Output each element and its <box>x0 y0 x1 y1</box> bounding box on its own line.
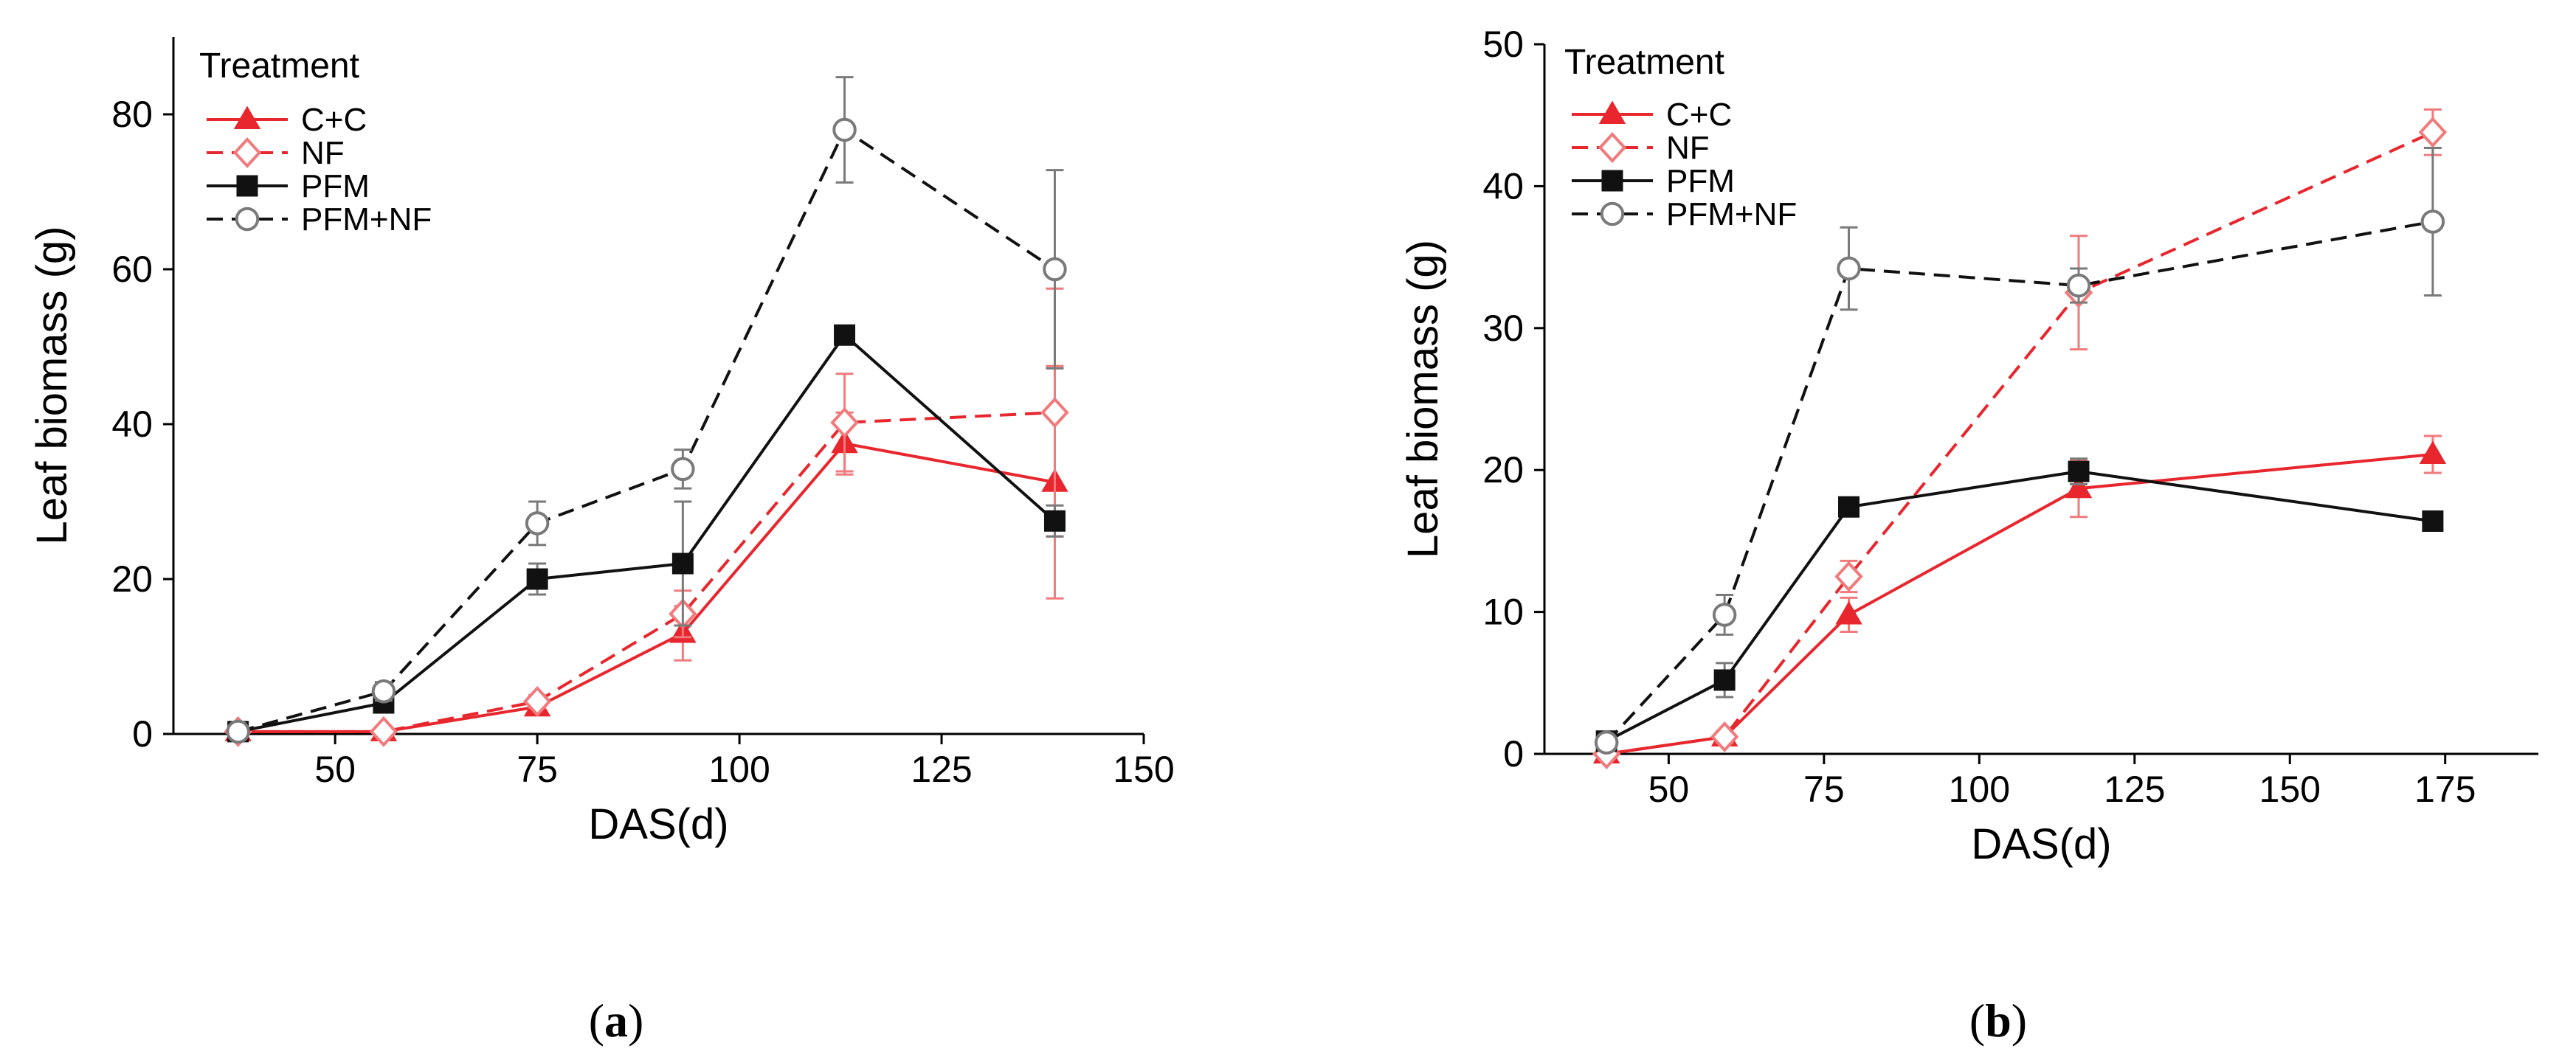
legend-swatch-marker <box>1598 132 1627 163</box>
y-tick-label: 0 <box>1503 733 1524 775</box>
series-c-plus-c <box>1592 434 2447 763</box>
series-pfm-plus-nf <box>226 76 1067 744</box>
data-point <box>2420 209 2445 234</box>
legend-swatch-marker <box>232 137 262 168</box>
legend-entry-label: PFM+NF <box>1666 196 1797 232</box>
data-point <box>2418 117 2448 148</box>
series-line <box>238 442 1055 733</box>
data-point <box>2419 440 2447 465</box>
x-tick-label: 125 <box>911 749 972 790</box>
data-point <box>1710 721 1739 752</box>
legend-swatch-marker <box>1600 201 1625 226</box>
chart-panel-b: 0 10 20 30 40 50 50 75 100 125 150 175 DAS(d) Leaf bi… <box>1399 24 2538 868</box>
legend-swatch-marker <box>236 175 258 197</box>
data-point <box>1835 600 1862 625</box>
x-axis-title: DAS(d) <box>588 800 728 848</box>
data-point <box>1043 510 1066 532</box>
data-point <box>832 117 857 142</box>
y-tick-label: 30 <box>1482 308 1524 349</box>
legend-title: Treatment <box>1564 43 1724 82</box>
y-tick-label: 10 <box>1482 592 1524 633</box>
data-point <box>526 568 548 590</box>
data-point <box>1837 256 1861 281</box>
x-axis-title: DAS(d) <box>1971 820 2111 868</box>
series-line <box>238 333 1056 733</box>
legend-entry-label: C+C <box>1666 97 1732 133</box>
legend-entry-label: NF <box>301 135 345 171</box>
y-axis-title: Leaf biomass (g) <box>1399 240 1447 558</box>
x-tick-label: 100 <box>1949 769 2010 810</box>
x-tick-label: 175 <box>2414 769 2476 810</box>
data-point <box>671 552 694 575</box>
series-line <box>1606 453 2434 755</box>
data-point <box>1712 603 1737 627</box>
series-line <box>238 411 1055 733</box>
series-line <box>1605 220 2434 744</box>
data-point <box>1594 730 1619 755</box>
data-point <box>2422 510 2444 532</box>
x-tick-label: 75 <box>1803 769 1845 810</box>
legend-entry-label: PFM+NF <box>301 201 432 238</box>
series-pfm-plus-nf <box>1594 146 2445 755</box>
legend-entry-label: C+C <box>301 102 367 138</box>
y-tick-label: 0 <box>132 713 153 755</box>
y-tick-label: 20 <box>111 558 153 600</box>
legend-swatch-marker <box>233 105 261 129</box>
legend-swatch-marker <box>1601 170 1623 192</box>
data-point <box>2068 460 2090 482</box>
x-tick-label: 75 <box>517 749 558 790</box>
legend-swatch-marker <box>1598 100 1626 124</box>
x-tick-label: 100 <box>708 749 770 790</box>
panel-label-b: (b) <box>1969 994 2027 1047</box>
x-tick-label: 150 <box>2259 769 2321 810</box>
panel-label-a: (a) <box>589 994 644 1047</box>
x-tick-label: 150 <box>1113 749 1174 790</box>
x-tick-label: 50 <box>1648 769 1690 810</box>
data-point <box>1043 257 1067 282</box>
chart-panel-a: 0 20 40 60 80 50 75 100 125 150 DAS(d) Leaf biomass… <box>28 37 1175 848</box>
series-pfm <box>227 324 1066 743</box>
data-point <box>522 685 552 717</box>
series-c-plus-c <box>224 364 1068 741</box>
data-point <box>671 457 695 482</box>
y-tick-label: 40 <box>1482 165 1524 207</box>
x-tick-label: 125 <box>2104 769 2165 810</box>
series-nf <box>224 287 1069 747</box>
data-point <box>1838 496 1860 518</box>
data-point <box>834 324 856 346</box>
legend-entry-label: NF <box>1666 130 1710 166</box>
data-point <box>1713 669 1736 691</box>
data-point <box>2065 474 2093 499</box>
data-point <box>226 719 250 744</box>
x-tick-label: 50 <box>314 749 356 790</box>
y-axis-title: Leaf biomass (g) <box>28 226 76 545</box>
y-tick-label: 40 <box>111 403 153 445</box>
y-tick-label: 80 <box>111 94 153 135</box>
data-point <box>1834 561 1863 592</box>
data-point <box>830 406 859 438</box>
y-tick-label: 60 <box>111 249 153 290</box>
y-tick-label: 20 <box>1482 449 1524 491</box>
legend-entry-label: PFM <box>1666 163 1735 199</box>
y-tick-label: 50 <box>1482 24 1524 65</box>
data-point <box>1040 397 1069 429</box>
legend-swatch-marker <box>235 207 260 232</box>
data-point <box>371 679 396 704</box>
legend-entry-label: PFM <box>301 168 370 204</box>
data-point <box>525 511 550 536</box>
data-point <box>2066 273 2091 298</box>
series-line <box>1606 131 2434 755</box>
data-point <box>369 716 398 747</box>
series-line <box>238 128 1056 733</box>
legend-title: Treatment <box>199 46 359 86</box>
